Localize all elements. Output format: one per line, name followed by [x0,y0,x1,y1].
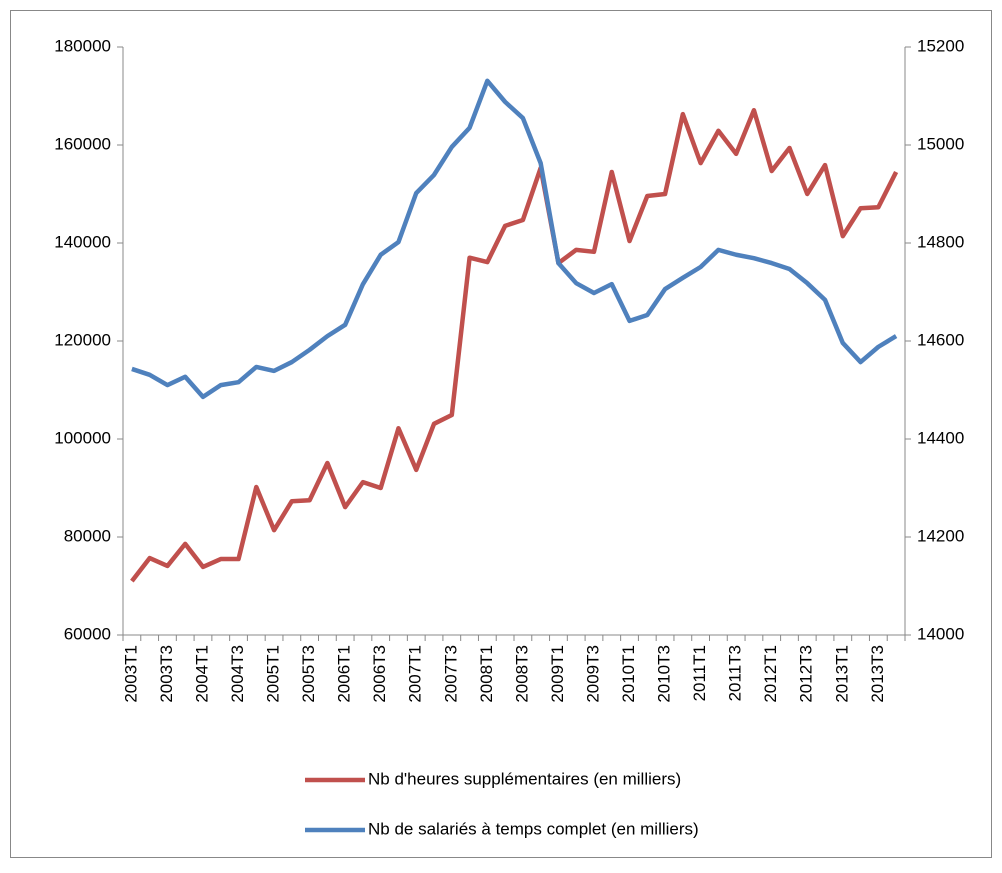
x-tick-label: 2011T3 [726,645,745,701]
x-tick-label: 2006T3 [370,645,389,703]
y-tick-label: 120000 [54,330,111,349]
series-line [130,107,899,583]
x-tick-label: 2003T1 [121,645,140,703]
y2-tick-label: 14200 [917,526,964,545]
x-tick-label: 2009T1 [548,645,567,703]
y-tick-label: 160000 [54,134,111,153]
y2-tick-label: 15200 [917,36,964,55]
x-tick-label: 2009T3 [583,645,602,703]
x-tick-label: 2007T3 [441,645,460,703]
y2-tick-label: 14800 [917,232,964,251]
x-tick-label: 2005T1 [264,645,283,703]
x-tick-label: 2006T1 [335,645,354,703]
x-tick-label: 2011T1 [690,645,709,701]
x-tick-label: 2010T1 [619,645,638,703]
y2-tick-label: 14600 [917,330,964,349]
y-tick-label: 140000 [54,232,111,251]
chart-border [10,10,992,858]
x-tick-label: 2012T1 [761,645,780,703]
x-tick-label: 2008T3 [512,645,531,703]
x-tick-label: 2004T3 [228,645,247,703]
x-tick-label: 2010T3 [655,645,674,703]
x-tick-label: 2004T1 [192,645,211,703]
x-tick-label: 2013T3 [868,645,887,703]
y-tick-label: 180000 [54,36,111,55]
x-tick-label: 2012T3 [797,645,816,703]
x-tick-label: 2003T3 [157,645,176,703]
x-tick-label: 2005T3 [299,645,318,703]
y-tick-label: 100000 [54,428,111,447]
x-tick-label: 2007T1 [406,645,425,703]
legend-label: Nb de salariés à temps complet (en milli… [368,819,699,838]
series-line [131,78,898,400]
y2-tick-label: 15000 [917,134,964,153]
y-tick-label: 80000 [64,526,111,545]
x-tick-label: 2013T1 [832,645,851,703]
y2-tick-label: 14400 [917,428,964,447]
x-tick-label: 2008T1 [477,645,496,703]
legend-label: Nb d'heures supplémentaires (en milliers… [368,769,681,788]
y2-tick-label: 14000 [917,624,964,643]
y-tick-label: 60000 [64,624,111,643]
